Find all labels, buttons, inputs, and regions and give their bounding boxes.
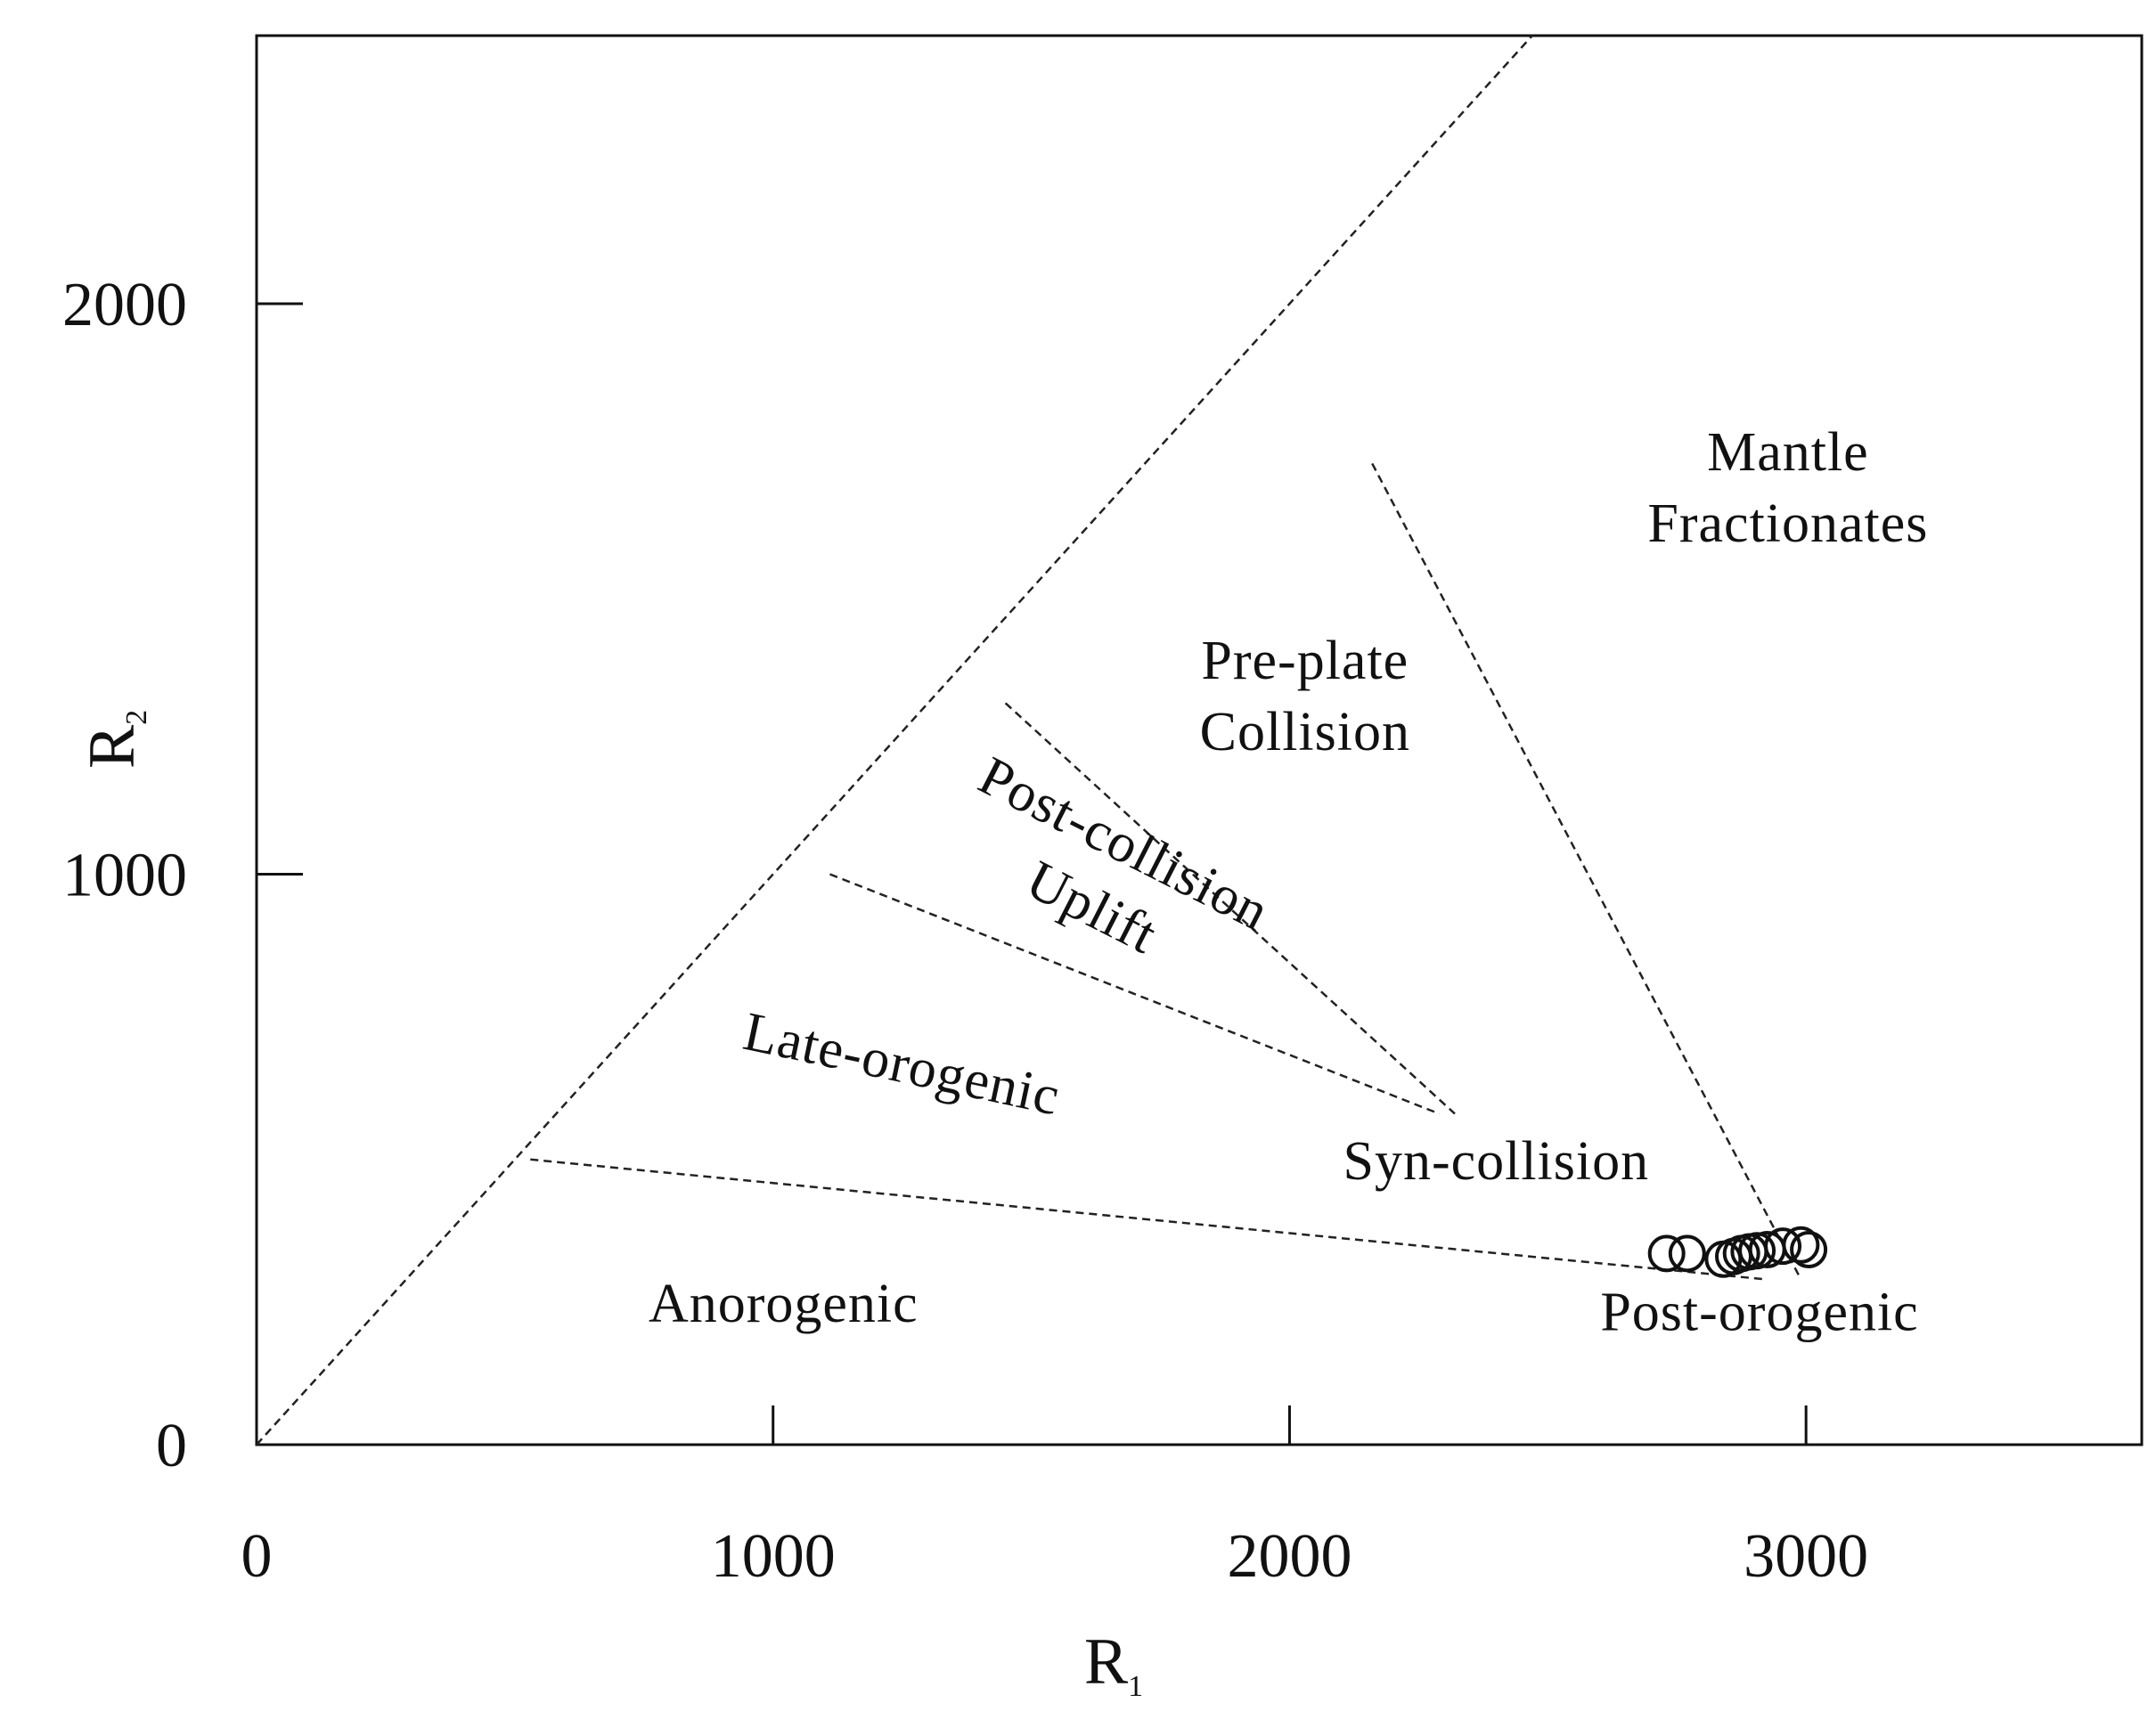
y-axis-title: R2 (76, 710, 153, 769)
x-tick-label-0: 0 (241, 1522, 273, 1591)
field-boundaries (256, 35, 1802, 1446)
region-label-line: Mantle (1707, 422, 1869, 483)
region-label-post-collision-uplift: Post-collisionUplift (937, 745, 1279, 1006)
y-tick-label-0: 0 (156, 1412, 187, 1480)
region-label-post-orogenic: Post-orogenic (1600, 1283, 1918, 1343)
region-label-late-orogenic: Late-orogenic (739, 1001, 1066, 1128)
data-point (1668, 1234, 1706, 1273)
region-label-line: Post-orogenic (1600, 1283, 1918, 1343)
region-label-line: Collision (1200, 702, 1410, 762)
data-point (1782, 1226, 1820, 1264)
axis-ticks: 0 1000 2000 3000 0 1000 2000 (62, 271, 1868, 1591)
region-label-line: Syn-collision (1343, 1131, 1649, 1192)
data-point (1764, 1227, 1802, 1266)
region-label-pre-plate-collision: Pre-plate Collision (1200, 631, 1410, 762)
x-tick-label-3000: 3000 (1744, 1522, 1868, 1591)
region-label-line: Fractionates (1647, 493, 1928, 554)
data-points (1647, 1226, 1828, 1278)
x-axis-title-main: R (1084, 1625, 1129, 1699)
mantle-fractionates-boundary (1371, 462, 1802, 1280)
plot-frame (255, 34, 2144, 1446)
region-label-line: Late-orogenic (739, 1001, 1066, 1128)
y-axis-title-sub: 2 (120, 710, 153, 725)
y-tick-label-1000: 1000 (62, 842, 187, 910)
region-label-line: Pre-plate (1201, 631, 1409, 691)
x-tick-label-1000: 1000 (711, 1522, 836, 1591)
mantle-line (256, 35, 1533, 1446)
region-label-mantle-fractionates: Mantle Fractionates (1647, 422, 1928, 554)
x-tick-label-2000: 2000 (1227, 1522, 1352, 1591)
x-axis-title-sub: 1 (1128, 1670, 1143, 1703)
y-axis-title-main: R (76, 724, 149, 769)
x-axis-title: R1 (1084, 1625, 1143, 1703)
late-orogenic-boundary (530, 1158, 1765, 1281)
data-point (1647, 1234, 1686, 1273)
data-point (1738, 1232, 1776, 1270)
data-point (1790, 1231, 1828, 1268)
post-collision-lower-boundary (829, 873, 1441, 1115)
y-tick-label-2000: 2000 (62, 271, 187, 339)
region-label-line: Anorogenic (649, 1274, 919, 1334)
post-collision-upper-boundary (1004, 702, 1456, 1115)
region-label-syn-collision: Syn-collision (1343, 1131, 1649, 1192)
region-label-anorogenic: Anorogenic (649, 1274, 919, 1334)
